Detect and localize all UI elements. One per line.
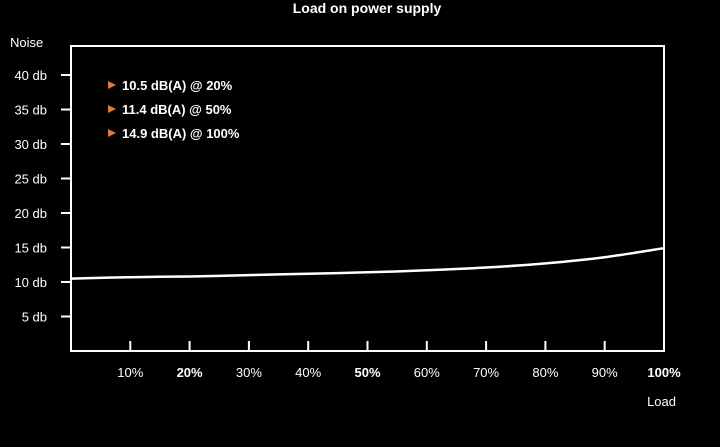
- annotation-marker-icon: [108, 105, 116, 113]
- x-tick-label: 20%: [177, 365, 203, 380]
- y-tick-label: 25 db: [14, 172, 47, 187]
- y-tick-label: 30 db: [14, 137, 47, 152]
- x-tick-label: 40%: [295, 365, 321, 380]
- x-axis-label: Load: [647, 394, 676, 409]
- series-layer: [70, 246, 665, 280]
- annotation-marker-icon: [108, 129, 116, 137]
- y-axis-ticks: 5 db 10 db 15 db 20 db 25 db 30 db 35 db 40 db: [14, 68, 71, 325]
- y-tick-label: 15 db: [14, 241, 47, 256]
- x-tick-label: 90%: [592, 365, 618, 380]
- annotation-marker-icon: [108, 81, 116, 89]
- y-tick-label: 20 db: [14, 206, 47, 221]
- x-tick-label: 70%: [473, 365, 499, 380]
- annotation-text: 10.5 dB(A) @ 20%: [122, 78, 233, 93]
- y-axis-label: Noise: [10, 35, 43, 50]
- y-tick-label: 35 db: [14, 103, 47, 118]
- y-tick-label: 40 db: [14, 68, 47, 83]
- x-tick-label: 60%: [414, 365, 440, 380]
- x-tick-label: 10%: [117, 365, 143, 380]
- x-tick-label: 30%: [236, 365, 262, 380]
- x-axis-ticks: 10% 20% 30% 40% 50% 60% 70% 80% 90% 100%: [117, 341, 681, 380]
- chart-title: Load on power supply: [293, 0, 442, 16]
- x-tick-label: 80%: [532, 365, 558, 380]
- annotation-list: 10.5 dB(A) @ 20% 11.4 dB(A) @ 50% 14.9 dB(…: [108, 78, 240, 141]
- annotation-text: 14.9 dB(A) @ 100%: [122, 126, 240, 141]
- x-tick-label: 50%: [354, 365, 380, 380]
- annotation-text: 11.4 dB(A) @ 50%: [122, 102, 232, 117]
- y-tick-label: 5 db: [22, 310, 47, 325]
- x-tick-label: 100%: [647, 365, 681, 380]
- y-tick-label: 10 db: [14, 275, 47, 290]
- noise-line: [70, 246, 665, 280]
